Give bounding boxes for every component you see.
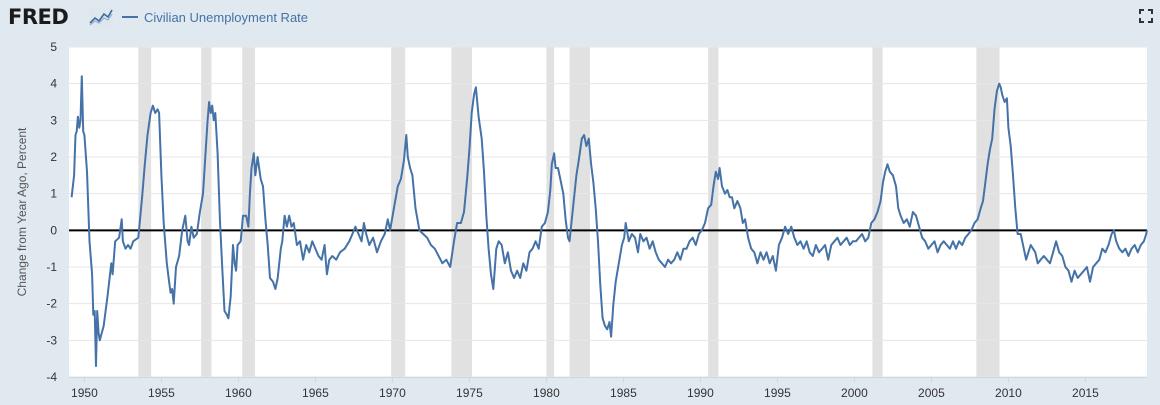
recession-band (391, 47, 406, 377)
chart-legend: Civilian Unemployment Rate (122, 8, 308, 26)
recession-band (546, 47, 555, 377)
x-tick-label: 1970 (379, 386, 406, 400)
x-tick-label: 2005 (918, 386, 945, 400)
x-tick-label: 1960 (225, 386, 252, 400)
x-tick-label: 1955 (148, 386, 175, 400)
y-tick-label: 0 (50, 223, 57, 237)
x-tick-label: 2015 (1072, 386, 1099, 400)
chart-line-icon (89, 7, 113, 27)
chart-header: FRED Civilian Unemployment Rate (0, 0, 1160, 34)
x-tick-label: 1985 (610, 386, 637, 400)
x-tick-label: 1965 (302, 386, 329, 400)
recession-band (708, 47, 719, 377)
x-tick-label: 1990 (687, 386, 714, 400)
x-tick-label: 1980 (533, 386, 560, 400)
x-tick-label: 1975 (456, 386, 483, 400)
x-axis-ticks: 1950 1955 1960 1965 1970 1975 1980 1985 1990 1995… (69, 377, 1147, 400)
y-axis-label: Change from Year Ago, Percent (15, 127, 29, 296)
y-tick-label: 3 (50, 113, 57, 127)
legend-label: Civilian Unemployment Rate (144, 9, 309, 25)
x-tick-label: 2010 (995, 386, 1022, 400)
y-tick-label: 5 (50, 40, 57, 54)
y-tick-label: -1 (46, 260, 57, 274)
fred-logo[interactable]: FRED (8, 5, 69, 29)
x-tick-label: 1950 (71, 386, 98, 400)
y-tick-label: -2 (46, 297, 57, 311)
recession-band (451, 47, 473, 377)
legend-swatch (122, 16, 138, 18)
x-tick-label: 2000 (841, 386, 868, 400)
recession-band (569, 47, 590, 377)
series-line-civilian-unemployment-rate (70, 75, 1148, 367)
x-tick-label: 1995 (764, 386, 791, 400)
y-tick-label: 1 (50, 187, 57, 201)
y-tick-label: -3 (46, 333, 57, 347)
y-tick-label: 4 (50, 77, 57, 91)
expand-icon[interactable] (1138, 8, 1154, 24)
recession-band (201, 47, 212, 377)
y-axis-ticks: -4 -3 -2 -1 0 1 2 3 4 5 (46, 40, 57, 384)
y-tick-label: 2 (50, 150, 57, 164)
y-tick-label: -4 (46, 370, 57, 384)
